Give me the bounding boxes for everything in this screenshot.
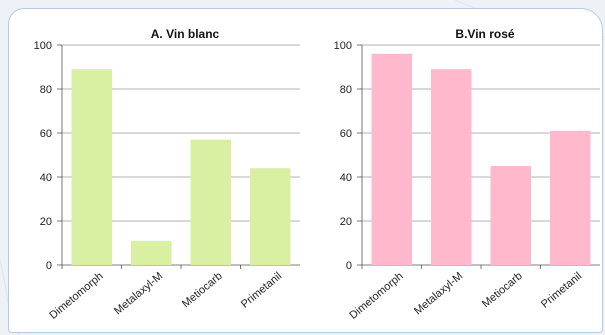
x-tick-label: Metiocarb [180, 270, 225, 310]
x-tick-label: Metalaxyl-M [112, 270, 165, 317]
y-tick-label: 60 [40, 128, 52, 140]
bar [550, 130, 591, 265]
y-tick-label: 20 [340, 216, 352, 228]
bar [490, 166, 531, 265]
y-tick-label: 80 [40, 84, 52, 96]
x-tick-label: Primetanil [539, 270, 584, 311]
y-tick-label: 60 [340, 128, 352, 140]
x-tick-label: Primetanil [239, 270, 284, 311]
x-tick-label: Metiocarb [480, 270, 525, 310]
y-tick-label: 0 [346, 260, 352, 272]
x-tick-label: Metalaxyl-M [412, 270, 465, 317]
bar [250, 168, 291, 265]
chart-title: B.Vin rosé [455, 27, 514, 41]
y-tick-label: 100 [334, 40, 352, 52]
bar [431, 69, 472, 265]
y-tick-label: 40 [40, 172, 52, 184]
bar [71, 69, 112, 265]
y-tick-label: 20 [40, 216, 52, 228]
chart-vin-blanc: A. Vin blanc 0 20 40 60 80 100 Dimetomorph Meta… [34, 27, 300, 322]
chart-vin-rose: B.Vin rosé 0 20 40 60 80 100 Dimetomorph Metala… [334, 27, 600, 322]
y-tick-label: 80 [340, 84, 352, 96]
y-tick-label: 0 [46, 260, 52, 272]
y-tick-label: 40 [340, 172, 352, 184]
y-tick-label: 100 [34, 40, 52, 52]
bar [131, 240, 172, 265]
bar [190, 139, 231, 265]
chart-title: A. Vin blanc [151, 27, 220, 41]
x-tick-label: Dimetomorph [47, 270, 105, 322]
bar [371, 53, 412, 265]
x-tick-label: Dimetomorph [347, 270, 405, 322]
